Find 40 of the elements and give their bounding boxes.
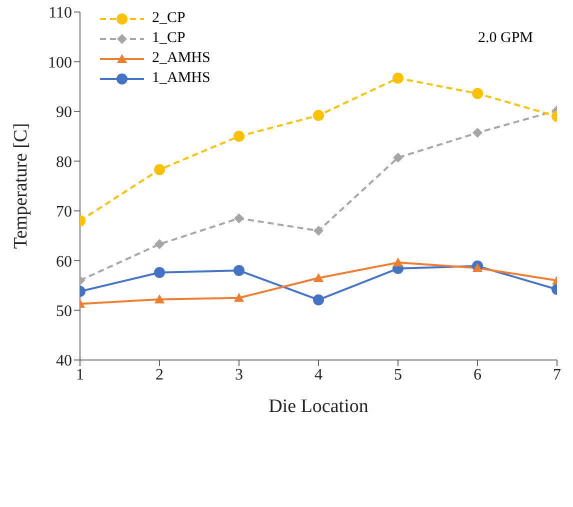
point [154, 294, 164, 304]
point [154, 164, 165, 176]
y-tick-label: 80 [56, 154, 72, 171]
point [472, 88, 483, 100]
y-tick-label: 110 [48, 4, 72, 22]
legend-label: 1_AMHS [152, 70, 210, 87]
point [472, 263, 482, 272]
point [234, 213, 244, 224]
x-tick-label: 4 [314, 366, 322, 384]
point [154, 239, 164, 250]
legend-label: 2_CP [152, 10, 186, 27]
point [392, 72, 404, 84]
legend-label: 1_CP [152, 30, 186, 47]
x-tick-label: 3 [235, 366, 243, 384]
point [393, 258, 403, 267]
y-tick-label: 40 [56, 352, 72, 370]
y-tick-label: 100 [48, 54, 72, 72]
point [234, 265, 244, 276]
point [313, 110, 324, 121]
x-tick-label: 6 [474, 366, 482, 384]
legend-label: 2_AMHS [152, 50, 210, 67]
x-tick-label: 7 [553, 366, 561, 384]
annotation: 2.0 GPM [478, 30, 533, 47]
x-tick-label: 1 [76, 366, 84, 384]
x-axis-title: Die Location [268, 396, 369, 417]
y-axis-title: Temperature [C] [10, 123, 32, 249]
point [393, 152, 403, 163]
point [234, 130, 244, 142]
x-tick-label: 5 [394, 366, 402, 384]
point [314, 226, 324, 236]
point [234, 292, 244, 302]
y-tick-label: 90 [56, 104, 72, 122]
y-tick-label: 50 [56, 302, 72, 320]
y-tick-label: 60 [56, 253, 72, 270]
y-tick-label: 70 [56, 204, 72, 221]
point [154, 267, 165, 278]
point [314, 272, 324, 282]
x-tick-label: 2 [156, 366, 164, 384]
point [313, 294, 324, 306]
point [472, 128, 482, 138]
